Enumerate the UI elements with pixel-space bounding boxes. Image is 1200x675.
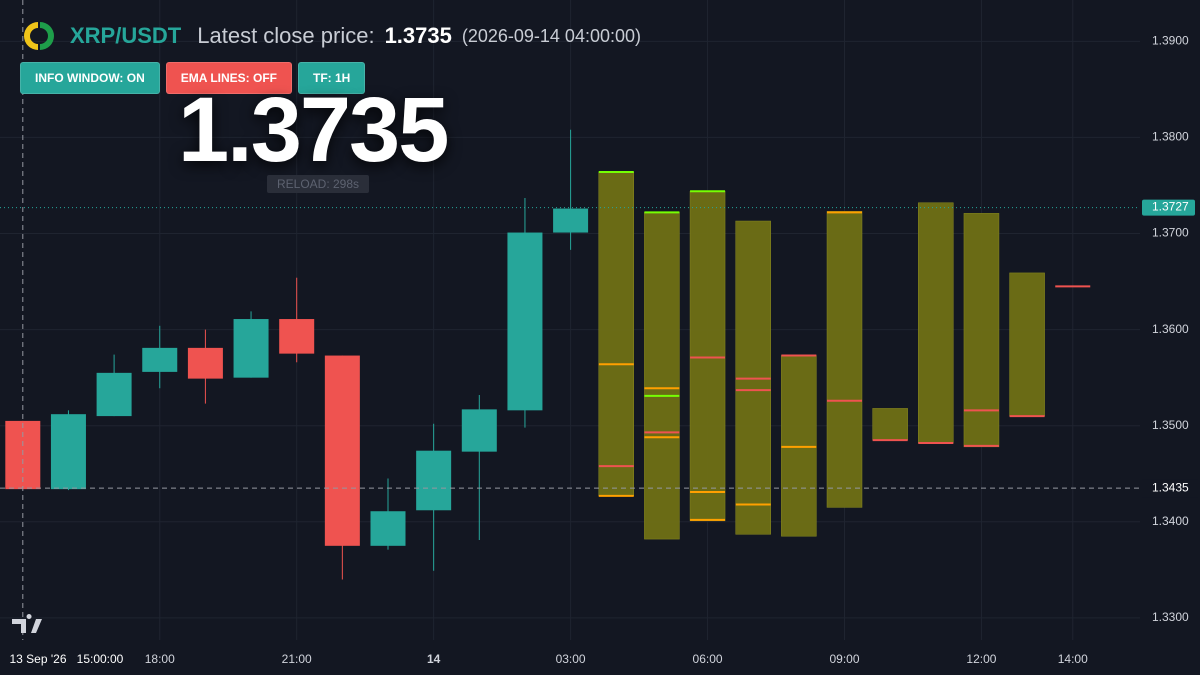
forecast-zone xyxy=(1009,272,1045,417)
candle-body xyxy=(416,450,452,511)
candle-body xyxy=(507,232,543,411)
y-tick-label: 1.3500 xyxy=(1152,418,1189,432)
candle-body xyxy=(187,347,223,379)
x-tick-label: 18:00 xyxy=(145,652,175,666)
logo xyxy=(24,22,54,50)
candle-body xyxy=(553,208,589,233)
timeframe-button[interactable]: TF: 1H xyxy=(297,62,366,94)
ema-lines-button[interactable]: EMA LINES: OFF xyxy=(165,62,292,94)
y-tick-label: 1.3900 xyxy=(1152,33,1189,47)
candle-body xyxy=(279,319,315,354)
candle-body xyxy=(142,347,178,372)
tradingview-logo xyxy=(12,614,42,633)
forecast-zone xyxy=(872,408,908,441)
big-price: 1.3735 xyxy=(178,79,449,181)
last-price-tag xyxy=(1142,199,1195,216)
x-tick-label: 21:00 xyxy=(282,652,312,666)
forecast-zone xyxy=(689,190,726,522)
info-window-button[interactable]: INFO WINDOW: ON xyxy=(20,62,160,94)
x-tick-label: 06:00 xyxy=(693,652,723,666)
header: XRP/USDT Latest close price: 1.3735 (202… xyxy=(20,20,641,52)
candle-body xyxy=(50,414,86,490)
crosshair-time-tag xyxy=(0,648,130,672)
crosshair-price-tag xyxy=(1142,479,1198,498)
x-tick-label: 14 xyxy=(427,652,441,666)
forecast-zone xyxy=(644,212,680,540)
close-label: Latest close price: xyxy=(197,23,375,48)
x-tick-label: 14:00 xyxy=(1058,652,1088,666)
y-tick-label: 1.3600 xyxy=(1152,322,1189,336)
crosshair-date-label: 13 Sep '26 xyxy=(9,652,66,666)
candle-body xyxy=(324,355,360,546)
candle-body xyxy=(370,511,406,546)
candle-body xyxy=(233,319,269,378)
close-price: 1.3735 xyxy=(384,23,452,48)
crosshair-price-label: 1.3435 xyxy=(1152,480,1189,494)
candle-body xyxy=(461,409,497,452)
y-tick-label: 1.3700 xyxy=(1152,226,1189,240)
crosshair-time-label: 15:00:00 xyxy=(77,652,124,666)
candle-body xyxy=(96,372,132,417)
forecast-zone xyxy=(598,171,634,497)
close-time: (2026-09-14 04:00:00) xyxy=(461,25,641,46)
x-tick-label: 09:00 xyxy=(829,652,859,666)
y-tick-label: 1.3400 xyxy=(1152,514,1189,528)
forecast-zone xyxy=(963,213,1000,448)
y-tick-label: 1.3300 xyxy=(1152,610,1189,624)
y-tick-label: 1.3800 xyxy=(1152,130,1189,144)
x-tick-label: 03:00 xyxy=(556,652,586,666)
last-price-label: 1.3727 xyxy=(1152,200,1189,214)
reload-timer[interactable]: RELOAD: 298s xyxy=(267,175,369,193)
symbol: XRP/USDT xyxy=(70,23,182,48)
toolbar: INFO WINDOW: ON EMA LINES: OFF TF: 1H xyxy=(20,62,366,94)
forecast-zone xyxy=(826,211,863,508)
forecast-zone xyxy=(918,202,954,444)
x-tick-label: 12:00 xyxy=(966,652,996,666)
